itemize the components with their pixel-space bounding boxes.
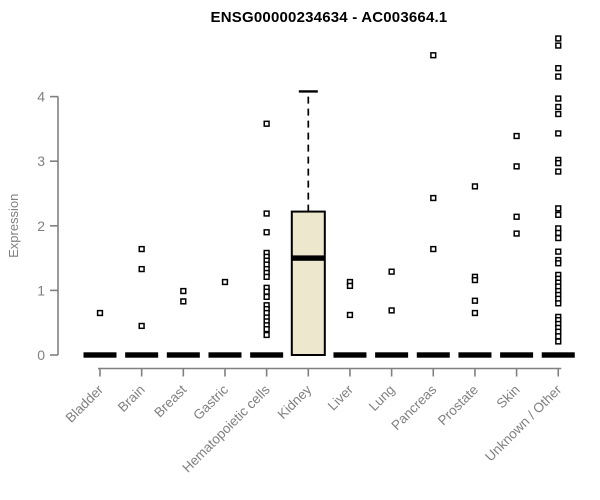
y-tick-label: 3 [37,153,45,169]
box-iqr [290,210,326,356]
outlier-point [555,130,562,137]
x-tick-label: Kidney [275,382,315,422]
outlier-point [263,120,270,127]
x-tick-label: Lung [366,382,398,414]
x-tick-label: Breast [151,382,189,420]
outlier-point [513,230,520,237]
boxplot-gastric [208,278,242,358]
chart-title: ENSG00000234634 - AC003664.1 [210,9,448,26]
outlier-point [96,309,104,317]
outlier-point [263,288,270,295]
boxplot-hematopoietic-cells [250,120,284,358]
outlier-point [555,35,562,42]
x-tick-label: Unknown / Other [482,382,565,465]
x-tick-label: Liver [325,382,357,414]
x-tick-label: Pancreas [388,382,439,433]
outlier-point [346,282,354,290]
y-tick-label: 0 [37,347,45,363]
median-line [291,255,325,261]
boxplot-bladder [83,309,117,358]
outlier-point [555,300,562,307]
outlier-point [555,73,562,80]
zero-expression-bar [333,352,367,358]
outlier-point [346,311,354,319]
outlier-point [555,110,562,118]
outlier-point [138,322,145,330]
outlier-point [555,65,562,72]
zero-expression-bar [458,352,492,358]
outlier-point [180,287,187,295]
boxplot-liver [333,278,367,358]
outlier-point [263,331,270,339]
outlier-point [555,211,562,218]
outlier-point [180,298,187,305]
boxplot-breast [166,287,200,358]
outlier-point [555,229,562,237]
outlier-point [555,95,562,102]
zero-expression-bar [125,352,159,358]
outlier-point [471,309,479,317]
outlier-point [263,326,270,333]
outlier-point [471,183,479,190]
outlier-point [430,52,437,59]
outlier-point [388,268,395,275]
outlier-point [555,333,562,340]
outlier-point [555,103,562,111]
boxplot-skin [500,132,534,358]
boxplot-pancreas [416,52,450,358]
boxplot-lung [375,268,409,358]
outlier-point [430,194,437,202]
zero-expression-bar [250,352,284,358]
outlier-point [138,245,145,253]
outlier-point [221,278,229,286]
boxplot-prostate [458,183,492,358]
outlier-point [138,265,145,273]
outlier-point [471,297,479,304]
boxplot-brain [125,245,159,358]
zero-expression-bar [208,352,242,358]
outlier-point [555,260,562,267]
outlier-point [555,205,562,212]
x-tick-label: Prostate [435,382,481,428]
boxplot-unknown-other [541,35,575,358]
outlier-point [513,213,520,220]
outlier-point [263,229,270,236]
outlier-point [388,307,395,314]
outlier-point [555,338,562,345]
zero-expression-bar [166,352,200,358]
outlier-point [513,132,520,140]
outlier-point [430,245,437,253]
zero-expression-bar [541,352,575,358]
x-tick-label: Skin [494,382,523,411]
zero-expression-bar [375,352,409,358]
outlier-point [555,234,562,242]
outlier-point [555,159,562,167]
y-tick-label: 2 [37,218,45,234]
y-tick-label: 4 [37,89,45,105]
outlier-point [555,168,562,175]
outlier-point [513,163,520,170]
y-axis-title: Expression [6,194,21,258]
x-tick-label: Bladder [63,382,107,426]
zero-expression-bar [500,352,534,358]
outlier-point [263,293,270,301]
zero-expression-bar [416,352,450,358]
outlier-point [555,248,562,255]
boxplot-kidney [290,90,326,356]
outlier-point [263,273,270,280]
outlier-point [471,276,479,284]
x-tick-label: Brain [115,382,148,415]
y-tick-label: 1 [37,282,45,298]
outlier-point [263,210,270,217]
zero-expression-bar [83,352,117,358]
outlier-point [555,42,562,49]
x-tick-label: Gastric [190,382,231,423]
